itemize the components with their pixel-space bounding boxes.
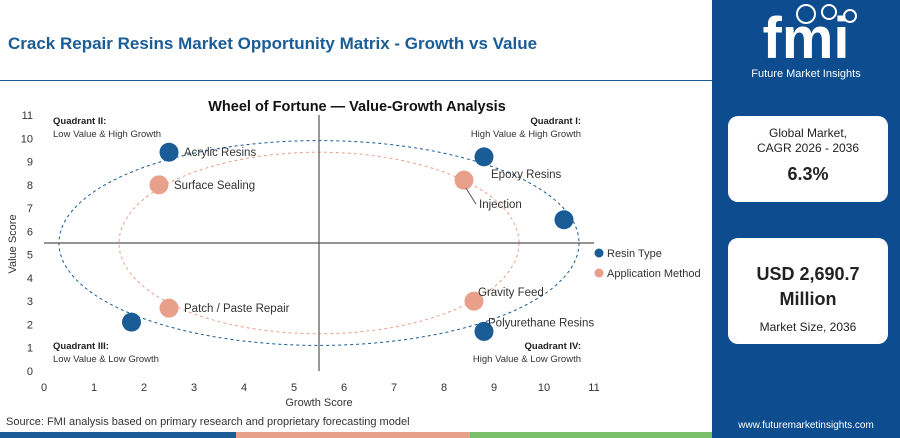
y-tick-label: 7 bbox=[27, 203, 33, 215]
y-tick-label: 3 bbox=[27, 296, 33, 308]
chart-title: Wheel of Fortune — Value-Growth Analysis bbox=[208, 99, 506, 115]
market-size-value-line2: Million bbox=[779, 289, 837, 309]
point-label: Polyurethane Resins bbox=[488, 317, 594, 329]
logo-globe-icon bbox=[821, 4, 837, 20]
bottom-bar-segment bbox=[470, 432, 712, 438]
application-method-point bbox=[159, 298, 179, 318]
y-tick-label: 2 bbox=[27, 319, 33, 331]
point-label: Injection bbox=[479, 199, 522, 211]
resin-type-point bbox=[122, 312, 141, 332]
point-label: Gravity Feed bbox=[478, 287, 544, 299]
quadrant-title: Quadrant IV: bbox=[525, 341, 581, 352]
cagr-label-line2: CAGR 2026 - 2036 bbox=[756, 141, 860, 155]
fmi-logo: fmi bbox=[763, 4, 857, 71]
y-tick-label: 10 bbox=[21, 133, 33, 145]
bottom-bar-segment bbox=[0, 432, 236, 438]
point-label: Epoxy Resins bbox=[491, 169, 562, 181]
cagr-label-line1: Global Market, bbox=[768, 126, 848, 140]
y-tick-label: 4 bbox=[27, 273, 33, 285]
legend: Resin Type Application Method bbox=[594, 248, 701, 280]
x-tick-label: 3 bbox=[191, 382, 197, 394]
x-tick-label: 6 bbox=[341, 382, 347, 394]
matrix-chart: 0 1 2 3 4 5 6 7 8 9 10 11 0 1 2 3 4 5 6 7 8 9 10 11 Quadrant I:… bbox=[7, 99, 701, 409]
quadrant-subtitle: High Value & Low Growth bbox=[473, 354, 581, 365]
y-tick-label: 11 bbox=[22, 110, 33, 122]
quadrant-layer: Quadrant I: High Value & High Growth Quadr… bbox=[53, 116, 581, 365]
x-tick-label: 7 bbox=[391, 382, 397, 394]
quadrant-subtitle: Low Value & Low Growth bbox=[53, 354, 159, 365]
bottom-color-bar bbox=[0, 432, 712, 438]
point-label: Acrylic Resins bbox=[184, 147, 256, 159]
legend-label: Application Method bbox=[607, 268, 701, 280]
logo-globe-icon bbox=[796, 4, 816, 24]
site-url-link[interactable]: www.futuremarketinsights.com bbox=[738, 420, 874, 431]
x-tick-label: 10 bbox=[538, 382, 550, 394]
y-tick-label: 8 bbox=[27, 180, 33, 192]
x-tick-label: 8 bbox=[441, 382, 447, 394]
market-size-value-line1: USD 2,690.7 bbox=[756, 264, 860, 284]
point-label: Patch / Paste Repair bbox=[184, 303, 290, 315]
legend-label: Resin Type bbox=[607, 248, 662, 260]
market-size-card: USD 2,690.7 Million Market Size, 2036 bbox=[728, 238, 888, 344]
resin-type-point bbox=[474, 147, 494, 167]
x-axis-label: Growth Score bbox=[285, 397, 352, 409]
cagr-label: Global Market, CAGR 2026 - 2036 bbox=[728, 126, 888, 156]
application-method-point bbox=[149, 175, 169, 195]
application-method-point bbox=[454, 170, 474, 190]
y-tick-label: 6 bbox=[27, 226, 33, 238]
quadrant-subtitle: High Value & High Growth bbox=[471, 129, 581, 140]
axes-layer: 0 1 2 3 4 5 6 7 8 9 10 11 0 1 2 3 4 5 6 7 8 9 10 11 bbox=[21, 110, 600, 394]
application-method-point bbox=[464, 291, 484, 311]
x-tick-label: 11 bbox=[588, 382, 599, 394]
quadrant-title: Quadrant III: bbox=[53, 341, 109, 352]
point-leader-line bbox=[465, 187, 477, 205]
legend-marker-resin-type bbox=[594, 248, 604, 258]
x-tick-label: 4 bbox=[241, 382, 247, 394]
x-tick-label: 5 bbox=[291, 382, 297, 394]
quadrant-subtitle: Low Value & High Growth bbox=[53, 129, 161, 140]
x-tick-label: 1 bbox=[91, 382, 97, 394]
market-size-label: Market Size, 2036 bbox=[759, 320, 857, 334]
cagr-value: 6.3% bbox=[787, 164, 829, 184]
y-tick-label: 9 bbox=[27, 157, 33, 169]
legend-marker-application-method bbox=[594, 268, 604, 278]
y-axis-label: Value Score bbox=[7, 214, 19, 273]
quadrant-title: Quadrant I: bbox=[530, 116, 581, 127]
point-label: Surface Sealing bbox=[174, 180, 255, 192]
logo-text: fmi bbox=[763, 6, 850, 71]
y-tick-label: 1 bbox=[27, 343, 33, 355]
logo-subtitle: Future Market Insights bbox=[751, 68, 861, 80]
quadrant-title: Quadrant II: bbox=[53, 116, 106, 127]
x-tick-label: 9 bbox=[491, 382, 497, 394]
sidebar: fmi Future Market Insights Global Market… bbox=[712, 0, 900, 438]
x-tick-label: 2 bbox=[141, 382, 147, 394]
points-layer: Acrylic Resins Epoxy Resins Polyurethane R… bbox=[122, 142, 594, 341]
y-tick-label: 0 bbox=[27, 366, 33, 378]
cagr-card: Global Market, CAGR 2026 - 2036 6.3% bbox=[728, 116, 888, 202]
x-tick-label: 0 bbox=[41, 382, 47, 394]
resin-type-point bbox=[474, 321, 494, 341]
bottom-bar-segment bbox=[236, 432, 470, 438]
source-note: Source: FMI analysis based on primary re… bbox=[6, 416, 410, 428]
market-size-value: USD 2,690.7 Million bbox=[728, 262, 888, 312]
y-tick-label: 5 bbox=[27, 250, 33, 262]
logo-globe-icon bbox=[843, 9, 857, 23]
resin-type-point bbox=[159, 142, 179, 162]
title-divider bbox=[0, 80, 712, 81]
page-title: Crack Repair Resins Market Opportunity M… bbox=[8, 34, 538, 53]
resin-type-point bbox=[554, 210, 574, 230]
